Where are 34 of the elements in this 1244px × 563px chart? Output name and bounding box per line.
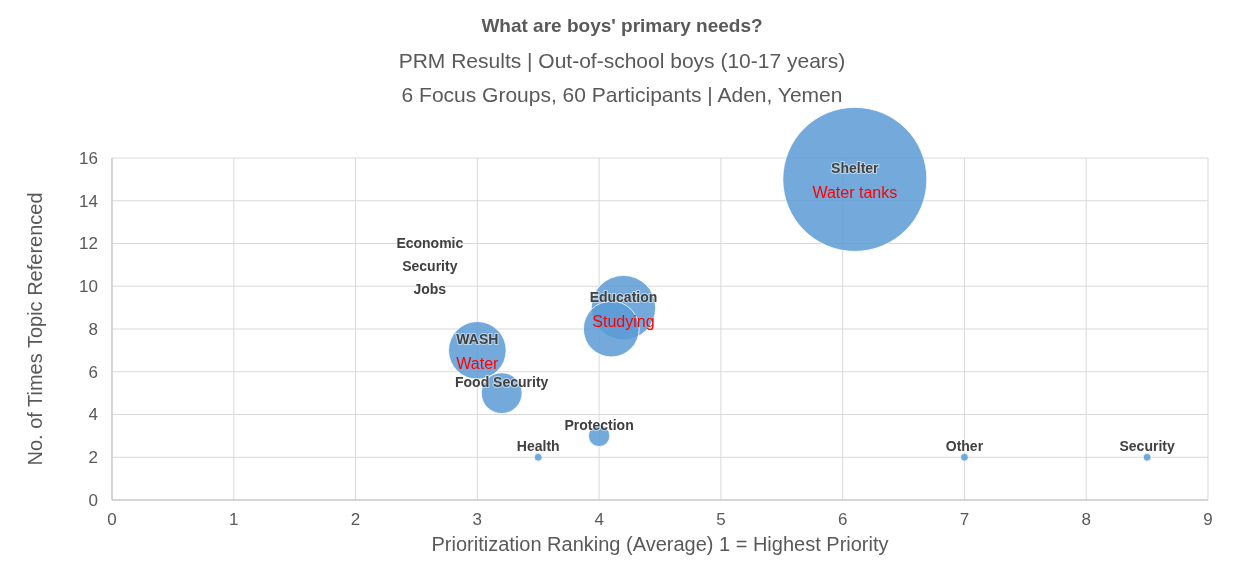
annotation: Shelter (831, 160, 880, 177)
annotation: Economic Security (396, 235, 464, 274)
chart-subtitle: PRM Results | Out-of-school boys (10-17 years) 6 Focus Groups, 60 Participants | Aden, Yemen (398, 49, 846, 106)
annotation: Protection (564, 416, 634, 433)
x-axis-title: Prioritization Ranking (Average) 1 = Highest Priority (431, 533, 889, 555)
y-tick-label: 10 (79, 277, 98, 297)
x-tick-label: 9 (1203, 510, 1213, 529)
y-axis-title: No. of Times Topic Referenced (24, 192, 46, 466)
x-tick-label: 4 (594, 510, 604, 529)
x-tick-label: 7 (959, 510, 970, 529)
x-tick-label: 1 (229, 510, 239, 529)
y-tick-label: 14 (79, 191, 98, 211)
annotation: Jobs (413, 281, 447, 297)
data-label: Studying (592, 312, 655, 330)
x-tick-label: 8 (1081, 510, 1091, 529)
y-tick-label: 12 (79, 234, 98, 254)
x-tick-label: 0 (107, 510, 117, 529)
y-tick-label: 4 (88, 405, 98, 425)
data-label: Water tanks (812, 184, 898, 202)
annotation: Other (945, 438, 984, 455)
x-tick-label: 6 (837, 510, 848, 529)
chart-title: What are boys' primary needs? (481, 15, 763, 36)
annotation: Security (1119, 438, 1175, 455)
data-label: Water (456, 355, 500, 373)
y-tick-label: 0 (88, 490, 98, 510)
x-tick-label: 3 (472, 510, 483, 529)
y-tick-label: 16 (79, 148, 98, 168)
x-tick-label: 5 (716, 510, 726, 529)
y-tick-label: 8 (88, 319, 98, 339)
y-tick-label: 6 (88, 362, 98, 382)
annotation: Health (516, 438, 560, 455)
annotation: WASH (456, 331, 499, 348)
y-tick-label: 2 (88, 448, 98, 468)
x-tick-label: 2 (350, 510, 361, 529)
